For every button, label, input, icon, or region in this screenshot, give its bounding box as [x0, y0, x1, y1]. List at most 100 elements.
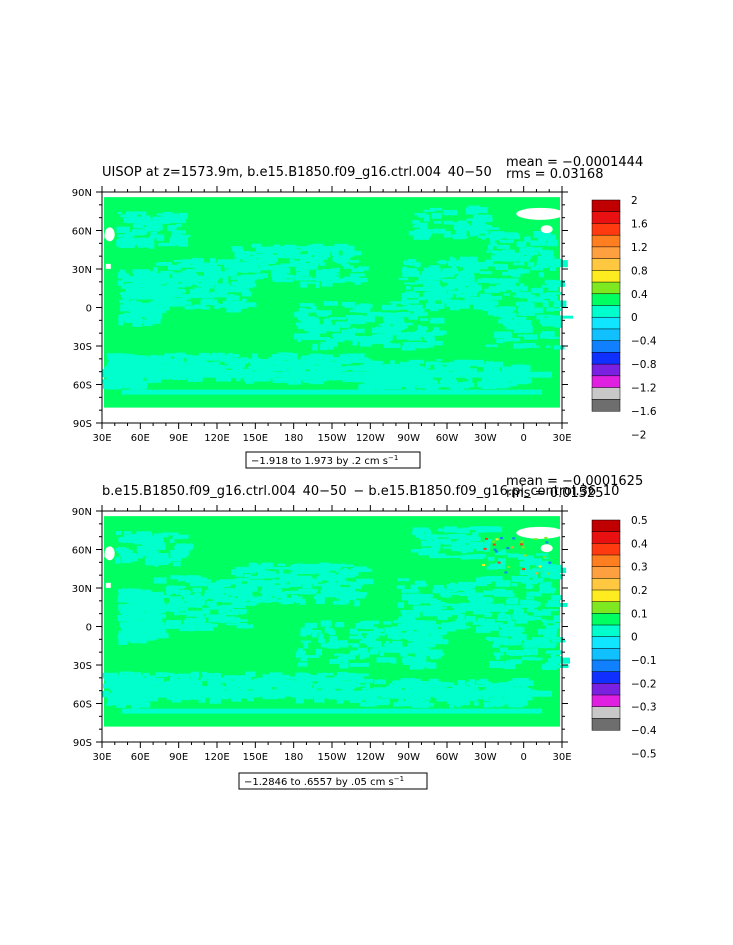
field-patch: [538, 645, 555, 649]
field-patch: [321, 280, 333, 287]
field-patch: [483, 526, 495, 530]
field-patch: [153, 613, 166, 619]
field-patch: [461, 527, 471, 530]
field-patch: [377, 383, 384, 391]
panel-1: 30E 60E 90E 120E 150E 180 150W 120W 90W 60W 30W 0 30…: [72, 155, 657, 469]
field-patch: [420, 661, 431, 665]
field-patch: [273, 265, 279, 273]
x-tick-label: 150W: [318, 433, 347, 444]
field-patch: [471, 596, 479, 600]
field-patch: [453, 300, 470, 307]
field-patch: [359, 654, 365, 660]
field-patch: [425, 363, 430, 368]
field-patch: [500, 332, 513, 338]
field-patch: [342, 654, 356, 660]
field-patch: [426, 537, 432, 543]
field-patch: [548, 258, 562, 264]
field-patch: [366, 311, 382, 317]
field-patch: [481, 598, 491, 601]
field-patch: [256, 685, 272, 693]
field-patch: [330, 640, 348, 648]
field-patch: [265, 365, 274, 372]
field-patch: [323, 566, 342, 569]
field-patch: [106, 361, 116, 366]
field-patch: [536, 261, 551, 266]
field-patch: [273, 672, 283, 676]
field-patch: [137, 678, 153, 684]
field-patch: [305, 309, 319, 313]
field-patch: [123, 236, 129, 239]
field-patch: [362, 662, 369, 667]
field-patch: [211, 605, 218, 610]
field-patch: [295, 265, 307, 272]
field-patch: [240, 302, 257, 308]
field-patch: [236, 687, 247, 694]
field-patch: [428, 597, 434, 601]
field-patch: [372, 380, 385, 387]
field-patch: [426, 649, 443, 657]
field-patch: [475, 527, 486, 533]
field-patch: [446, 592, 461, 595]
field-patch: [314, 376, 327, 382]
field-patch: [146, 553, 161, 561]
field-patch: [168, 264, 181, 271]
field-patch: [331, 278, 346, 283]
field-patch: [508, 684, 514, 689]
field-patch: [511, 583, 518, 587]
field-patch: [307, 244, 324, 249]
field-patch: [132, 637, 140, 643]
field-patch: [498, 588, 505, 594]
field-patch: [490, 238, 496, 245]
field-patch: [412, 220, 420, 224]
field-patch: [482, 379, 487, 383]
field-patch: [307, 281, 320, 284]
field-patch: [204, 685, 215, 691]
field-patch: [121, 553, 137, 556]
field-patch: [338, 337, 343, 343]
anomaly-dot: [510, 546, 514, 549]
field-patch: [320, 620, 332, 627]
field-patch: [402, 657, 411, 663]
field-patch: [487, 556, 495, 561]
field-patch: [463, 267, 481, 273]
field-patch: [295, 696, 304, 704]
field-patch: [517, 555, 535, 560]
field-patch: [527, 657, 543, 661]
field-patch: [442, 625, 456, 632]
field-patch: [507, 638, 522, 646]
field-patch: [133, 621, 147, 625]
field-patch: [116, 531, 122, 535]
field-patch: [404, 342, 421, 347]
field-patch: [122, 276, 140, 282]
field-patch: [423, 333, 433, 336]
field-patch: [278, 270, 287, 275]
field-patch: [192, 587, 202, 593]
field-patch: [287, 377, 298, 382]
field-patch: [527, 299, 533, 304]
field-patch: [303, 655, 319, 658]
field-patch: [242, 298, 247, 302]
field-patch: [162, 300, 170, 304]
field-patch: [356, 278, 368, 283]
field-patch: [121, 685, 134, 690]
field-patch: [429, 320, 437, 323]
field-patch: [495, 702, 501, 708]
field-patch: [434, 600, 442, 603]
field-patch: [253, 361, 269, 364]
field-patch: [412, 605, 428, 612]
field-patch: [141, 368, 154, 374]
field-patch: [199, 352, 210, 359]
field-patch: [490, 231, 505, 237]
colorbar-swatch: [591, 694, 621, 708]
field-patch: [396, 585, 405, 589]
field-patch: [235, 368, 253, 374]
field-patch: [274, 360, 292, 367]
field-patch: [215, 364, 223, 368]
field-patch: [542, 609, 559, 612]
field-patch: [237, 279, 255, 286]
field-patch: [487, 381, 504, 387]
field-patch: [400, 306, 406, 310]
field-patch: [433, 327, 440, 334]
field-patch: [519, 569, 535, 575]
field-patch: [209, 258, 216, 263]
